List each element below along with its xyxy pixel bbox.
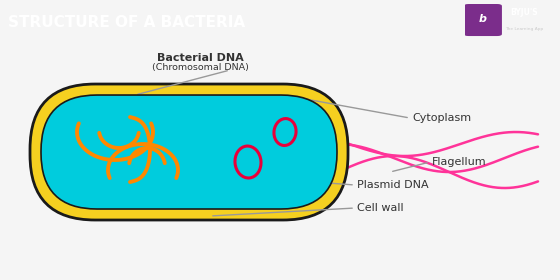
Text: Cell wall: Cell wall (357, 203, 404, 213)
Text: STRUCTURE OF A BACTERIA: STRUCTURE OF A BACTERIA (8, 15, 245, 29)
Text: Bacterial DNA: Bacterial DNA (157, 53, 244, 63)
Text: BYJU'S: BYJU'S (510, 8, 538, 17)
FancyBboxPatch shape (30, 84, 348, 220)
Text: The Learning App: The Learning App (505, 27, 543, 31)
Text: Flagellum: Flagellum (432, 157, 487, 167)
FancyBboxPatch shape (464, 4, 502, 36)
Text: (Chromosomal DNA): (Chromosomal DNA) (152, 62, 249, 71)
FancyBboxPatch shape (41, 95, 337, 209)
Text: Plasmid DNA: Plasmid DNA (357, 180, 428, 190)
Text: Cytoplasm: Cytoplasm (412, 113, 471, 123)
Text: b: b (479, 14, 487, 24)
